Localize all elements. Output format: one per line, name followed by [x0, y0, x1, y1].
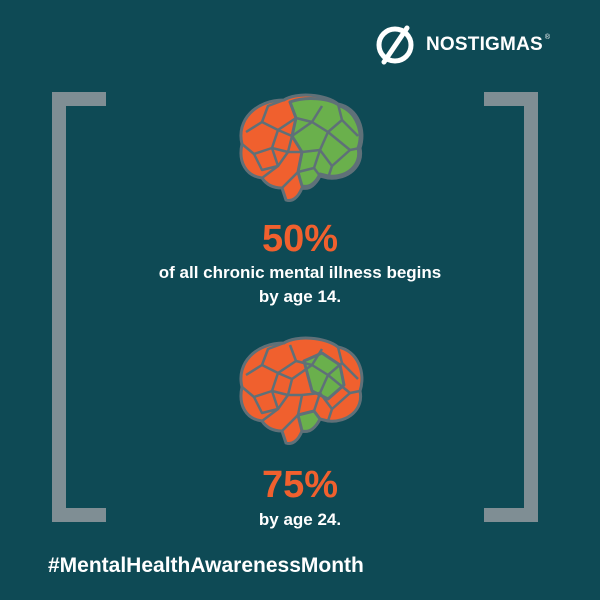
- brain-icon: [239, 336, 364, 445]
- registered-mark: ®: [544, 33, 551, 41]
- caption-line: by age 24.: [258, 510, 342, 529]
- stat-caption: of all chronic mental illness begins by …: [100, 261, 500, 309]
- brain-icon: [239, 93, 364, 202]
- brand-name: NOSTIGMAS: [426, 34, 543, 55]
- stat-caption: by age 24.: [100, 508, 500, 532]
- left-bracket: [52, 92, 106, 522]
- right-bracket: [484, 92, 538, 522]
- caption-line: by age 14.: [258, 287, 342, 306]
- stat-value: 50%: [261, 218, 339, 260]
- stat-value: 75%: [261, 464, 339, 506]
- brand-logo[interactable]: NOSTIGMAS ®: [372, 22, 556, 68]
- slashed-circle-icon: [376, 25, 414, 65]
- hashtag[interactable]: #MentalHealthAwarenessMonth: [48, 554, 364, 577]
- caption-line: of all chronic mental illness begins: [158, 263, 442, 282]
